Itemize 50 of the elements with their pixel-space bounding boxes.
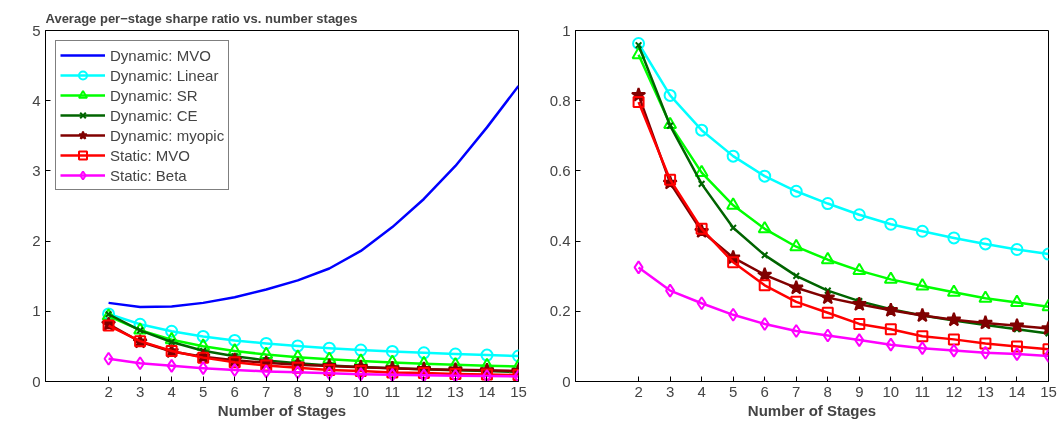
x-tick-label: 9 bbox=[325, 382, 334, 400]
x-tick-label: 12 bbox=[415, 382, 433, 400]
legend-label: Static: MVO bbox=[110, 146, 191, 164]
x-tick-label: 6 bbox=[230, 382, 239, 400]
x-tick-label: 6 bbox=[760, 382, 769, 400]
x-tick-label: 15 bbox=[1040, 382, 1057, 400]
y-tick-label: 0 bbox=[32, 372, 41, 390]
x-tick-label: 13 bbox=[447, 382, 464, 400]
x-tick-label: 11 bbox=[914, 382, 931, 400]
x-axis-title: Number of Stages bbox=[217, 401, 347, 419]
x-axis-title: Number of Stages bbox=[747, 401, 877, 419]
legend-label: Dynamic: myopic bbox=[110, 126, 225, 144]
x-tick-label: 10 bbox=[352, 382, 370, 400]
y-tick-label: 0.8 bbox=[549, 91, 571, 109]
x-tick-label: 4 bbox=[697, 382, 706, 400]
y-tick-label: 4 bbox=[32, 91, 41, 109]
x-tick-label: 4 bbox=[167, 382, 176, 400]
legend-label: Static: Beta bbox=[110, 166, 187, 184]
x-tick-label: 12 bbox=[945, 382, 963, 400]
x-tick-label: 13 bbox=[977, 382, 994, 400]
chart-title: Average per−stage sharpe ratio vs. number stages bbox=[45, 10, 358, 26]
x-tick-label: 11 bbox=[384, 382, 401, 400]
x-tick-label: 14 bbox=[478, 382, 496, 400]
x-tick-label: 7 bbox=[792, 382, 801, 400]
x-tick-label: 8 bbox=[823, 382, 832, 400]
y-tick-label: 5 bbox=[32, 21, 41, 39]
x-tick-label: 3 bbox=[665, 382, 675, 400]
y-tick-label: 0.6 bbox=[549, 161, 571, 179]
y-tick-label: 2 bbox=[32, 232, 41, 250]
x-tick-label: 9 bbox=[855, 382, 864, 400]
x-tick-label: 5 bbox=[729, 382, 738, 400]
x-tick-label: 5 bbox=[199, 382, 208, 400]
x-tick-label: 14 bbox=[1008, 382, 1026, 400]
legend-label: Dynamic: SR bbox=[110, 86, 198, 104]
x-tick-label: 7 bbox=[262, 382, 271, 400]
y-tick-label: 0 bbox=[562, 372, 571, 390]
legend-label: Dynamic: MVO bbox=[110, 46, 211, 64]
x-tick-label: 2 bbox=[104, 382, 113, 400]
x-tick-label: 15 bbox=[510, 382, 527, 400]
y-tick-label: 3 bbox=[32, 161, 41, 179]
x-tick-label: 2 bbox=[634, 382, 643, 400]
x-tick-label: 10 bbox=[882, 382, 900, 400]
y-tick-label: 1 bbox=[32, 302, 41, 320]
y-tick-label: 1 bbox=[562, 21, 571, 39]
x-tick-label: 3 bbox=[135, 382, 145, 400]
y-tick-label: 0.2 bbox=[549, 302, 571, 320]
x-tick-label: 8 bbox=[293, 382, 302, 400]
legend-label: Dynamic: Linear bbox=[110, 66, 219, 84]
legend-label: Dynamic: CE bbox=[110, 106, 198, 124]
y-tick-label: 0.4 bbox=[549, 232, 571, 250]
